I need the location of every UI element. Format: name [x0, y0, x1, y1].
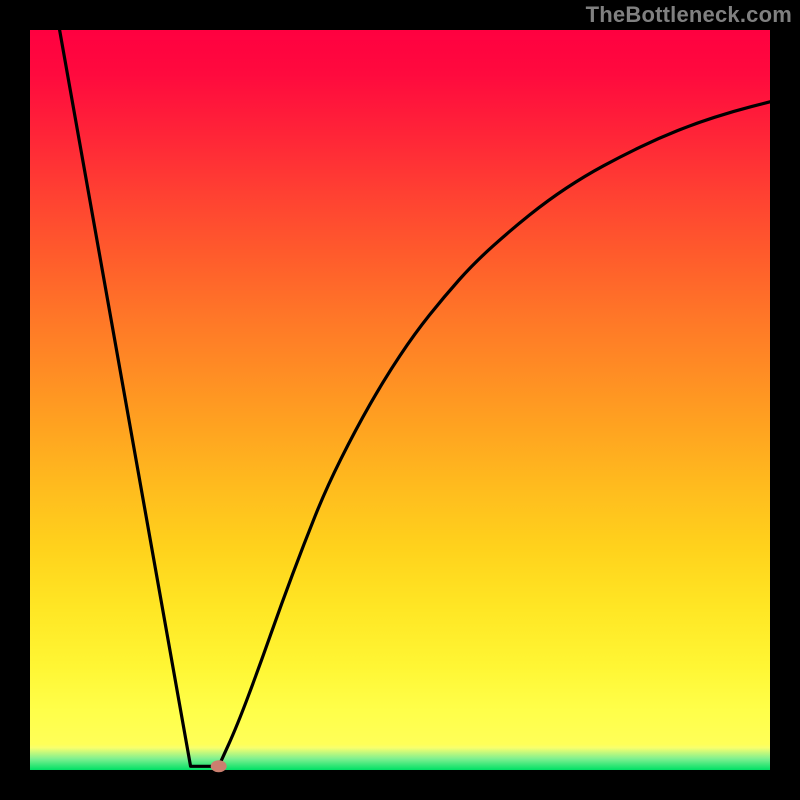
optimal-point-marker [211, 760, 227, 772]
plot-area [30, 30, 770, 770]
watermark-text: TheBottleneck.com [586, 2, 792, 28]
chart-container: TheBottleneck.com [0, 0, 800, 800]
bottleneck-chart [0, 0, 800, 800]
